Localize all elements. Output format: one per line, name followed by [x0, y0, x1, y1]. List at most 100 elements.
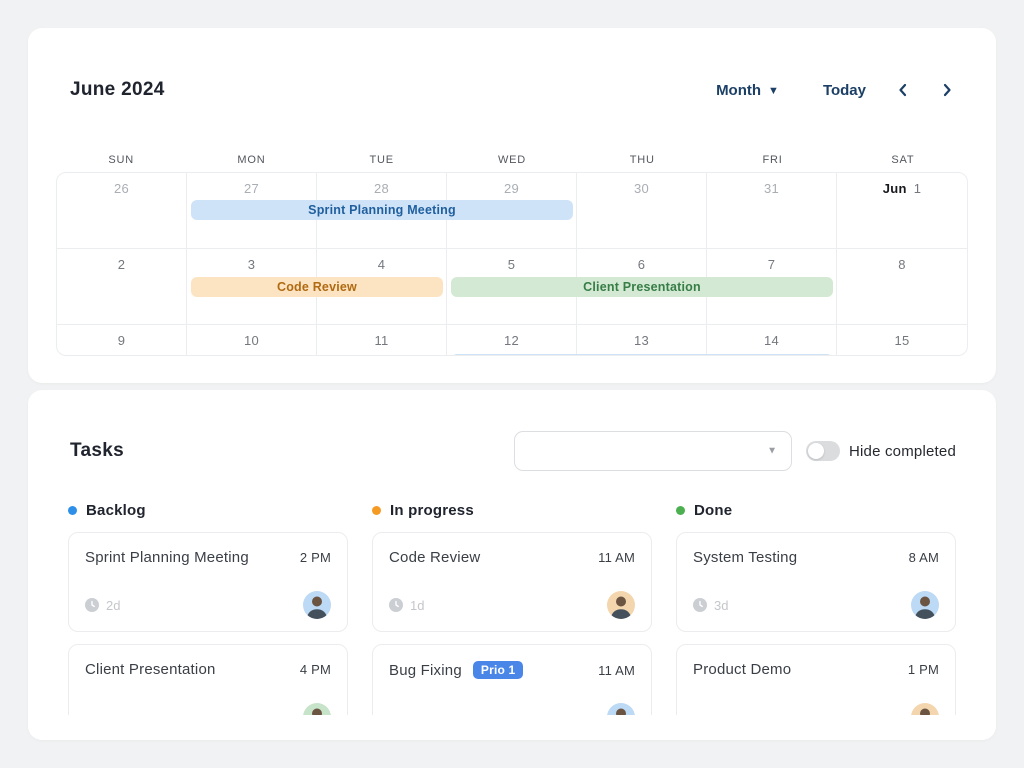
calendar-day-cell[interactable]: 14: [707, 325, 837, 355]
calendar-day-cell[interactable]: 10: [187, 325, 317, 355]
day-number: Jun 1: [882, 181, 922, 196]
day-number: 8: [898, 257, 906, 272]
task-card-footer: [389, 703, 635, 731]
task-duration: 1d: [389, 598, 424, 613]
task-column-name: Backlog: [86, 501, 146, 519]
calendar-day-cell[interactable]: Jun 1: [837, 173, 967, 248]
day-of-week-label: WED: [497, 154, 527, 166]
task-board: Backlog Sprint Planning Meeting 2 PM 2d Clie…: [68, 500, 956, 740]
task-card[interactable]: Sprint Planning Meeting 2 PM 2d: [68, 532, 348, 632]
calendar-day-cell[interactable]: 29: [447, 173, 577, 248]
day-of-week-label: TUE: [369, 154, 394, 166]
view-mode-selector[interactable]: Month ▼: [716, 82, 779, 99]
task-column-name: Done: [694, 501, 733, 519]
calendar-controls: Month ▼ Today: [716, 82, 954, 99]
calendar-day-cell[interactable]: 8: [837, 249, 967, 324]
task-duration: 2d: [85, 598, 120, 613]
calendar-day-cell[interactable]: 7: [707, 249, 837, 324]
next-button[interactable]: [940, 83, 954, 97]
task-card[interactable]: Client Presentation 4 PM: [68, 644, 348, 740]
calendar-day-cell[interactable]: 13: [577, 325, 707, 355]
task-column: Done System Testing 8 AM 3d Product Demo 1 PM: [676, 500, 956, 740]
calendar-week-row: 9 10 11 12 13 14 15: [57, 325, 967, 355]
task-column: Backlog Sprint Planning Meeting 2 PM 2d Clie…: [68, 500, 348, 740]
calendar-day-cell[interactable]: 15: [837, 325, 967, 355]
day-number: 6: [637, 257, 646, 272]
day-of-week-label: FRI: [762, 154, 783, 166]
task-card-header: Product Demo 1 PM: [693, 661, 939, 678]
view-mode-label: Month: [716, 81, 762, 99]
calendar-event[interactable]: Sprint Planning Meeting: [190, 200, 573, 220]
task-card-footer: 1d: [389, 591, 635, 619]
task-time: 4 PM: [299, 662, 331, 677]
status-dot-icon: [372, 505, 381, 515]
status-dot-icon: [676, 505, 685, 515]
hide-completed-toggle[interactable]: [805, 441, 840, 461]
task-column-header: In progress: [372, 500, 652, 520]
task-title: System Testing: [693, 549, 798, 566]
calendar-grid: 26 27 28 29 30 31 Jun 1 2 3 4 5 6 7 8 9 10 11 12 13 14 15 Spri…: [56, 172, 968, 356]
task-filter-select[interactable]: ▼: [513, 431, 792, 471]
chevron-down-icon: ▼: [768, 85, 779, 97]
calendar-event[interactable]: Code Review: [190, 277, 443, 297]
calendar-day-cell[interactable]: 9: [57, 325, 187, 355]
day-number: 5: [507, 257, 516, 272]
task-time: 8 AM: [908, 550, 939, 565]
tasks-controls: ▼ Hide completed: [513, 431, 956, 471]
clock-icon: [389, 598, 410, 612]
day-number: 26: [113, 181, 130, 196]
day-number: 31: [763, 181, 780, 196]
day-number: 27: [243, 181, 260, 196]
assignee-avatar: [303, 703, 331, 731]
calendar-event[interactable]: [451, 354, 833, 355]
chevron-left-icon: [896, 83, 910, 97]
day-number: 13: [633, 333, 650, 348]
task-column: In progress Code Review 11 AM 1d Bug Fixing P…: [372, 500, 652, 740]
day-number: 30: [633, 181, 650, 196]
task-title: Sprint Planning Meeting: [85, 549, 249, 566]
task-title: Client Presentation: [85, 661, 216, 678]
calendar-day-cell[interactable]: 12: [447, 325, 577, 355]
calendar-card: June 2024 Month ▼ Today S: [28, 28, 996, 383]
task-title: Bug Fixing: [389, 661, 462, 679]
task-card[interactable]: Product Demo 1 PM: [676, 644, 956, 740]
clock-icon: [693, 598, 714, 612]
day-number: 2: [117, 257, 126, 272]
task-card-footer: [85, 703, 331, 731]
task-title: Code Review: [389, 549, 481, 566]
day-of-week-header-row: SUN MON TUE WED THU FRI SAT: [56, 152, 968, 168]
day-number: 11: [374, 333, 389, 348]
calendar-day-cell[interactable]: 11: [317, 325, 447, 355]
today-button[interactable]: Today: [822, 81, 866, 99]
day-number: 9: [117, 333, 126, 348]
month-prefix: Jun: [882, 181, 907, 196]
chevron-down-icon: ▼: [767, 445, 777, 457]
task-title: Product Demo: [693, 661, 792, 678]
assignee-avatar: [303, 591, 331, 619]
task-card[interactable]: Bug Fixing Prio 1 11 AM: [372, 644, 652, 740]
task-duration: 3d: [693, 598, 728, 613]
day-number: 12: [503, 333, 520, 348]
calendar-day-cell[interactable]: 26: [57, 173, 187, 248]
task-column-header: Done: [676, 500, 956, 520]
calendar-title: June 2024: [70, 79, 165, 100]
task-column-name: In progress: [390, 501, 474, 519]
day-number: 7: [767, 257, 776, 272]
calendar-day-cell[interactable]: 31: [707, 173, 837, 248]
task-time: 11 AM: [598, 550, 635, 565]
calendar-day-cell[interactable]: 2: [57, 249, 187, 324]
day-number: 3: [247, 257, 256, 272]
calendar-event[interactable]: Client Presentation: [451, 277, 833, 297]
chevron-right-icon: [940, 83, 954, 97]
tasks-header: Tasks ▼ Hide completed: [68, 431, 956, 471]
day-number: 10: [243, 333, 260, 348]
task-card-header: System Testing 8 AM: [693, 549, 939, 566]
calendar-header: June 2024 Month ▼ Today: [56, 76, 968, 104]
task-card[interactable]: Code Review 11 AM 1d: [372, 532, 652, 632]
task-card-header: Code Review 11 AM: [389, 549, 635, 566]
task-card[interactable]: System Testing 8 AM 3d: [676, 532, 956, 632]
calendar-day-cell[interactable]: 30: [577, 173, 707, 248]
prev-button[interactable]: [896, 83, 910, 97]
calendar-day-cell[interactable]: 4: [317, 249, 447, 324]
